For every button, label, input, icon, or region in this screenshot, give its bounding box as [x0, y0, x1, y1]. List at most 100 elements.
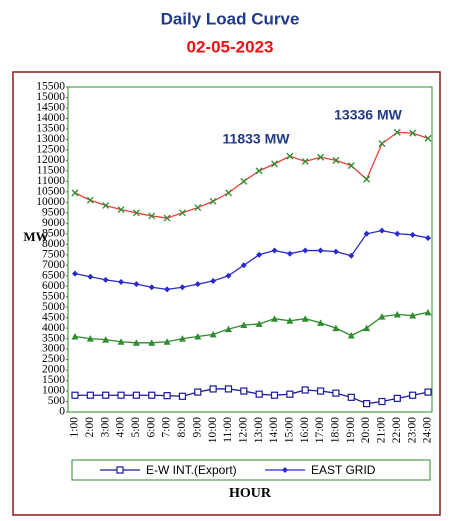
- y-tick-label: 3500: [42, 332, 65, 344]
- y-tick-label: 5500: [42, 290, 65, 302]
- legend-label: E-W INT.(Export): [146, 463, 237, 477]
- marker: [424, 388, 432, 396]
- y-axis-label: MW: [23, 229, 48, 244]
- y-tick-label: 4500: [42, 311, 65, 323]
- chart-title: Daily Load Curve: [161, 9, 300, 28]
- y-tick-label: 11500: [37, 165, 66, 177]
- x-tick-label: 11:00: [222, 417, 234, 443]
- y-tick-label: 8500: [42, 227, 65, 239]
- marker: [301, 315, 309, 322]
- legend: [71, 459, 431, 481]
- marker: [271, 160, 278, 168]
- marker: [378, 397, 386, 406]
- marker: [270, 391, 279, 399]
- y-tick-label: 11000: [37, 175, 66, 187]
- y-tick-label: 2500: [42, 353, 65, 365]
- marker: [425, 234, 431, 241]
- marker: [363, 400, 371, 408]
- marker: [148, 339, 156, 346]
- marker: [424, 134, 432, 142]
- marker: [178, 209, 186, 217]
- y-tick-label: 12000: [36, 154, 65, 166]
- marker: [271, 247, 278, 254]
- x-tick-label: 3:00: [99, 417, 111, 438]
- marker: [210, 277, 217, 284]
- marker: [72, 270, 78, 277]
- y-tick-label: 7500: [42, 248, 65, 260]
- marker: [71, 391, 79, 399]
- marker: [301, 386, 309, 394]
- y-tick-label: 500: [48, 395, 66, 407]
- marker: [71, 333, 79, 340]
- y-tick-label: 15000: [36, 91, 65, 103]
- y-tick-label: 12500: [36, 144, 65, 156]
- x-tick-label: 10:00: [207, 417, 219, 443]
- marker: [225, 189, 232, 197]
- marker: [317, 247, 324, 254]
- x-tick-label: 6:00: [145, 417, 157, 438]
- marker: [132, 209, 140, 217]
- marker: [178, 392, 187, 400]
- marker: [240, 262, 247, 269]
- marker: [317, 153, 325, 161]
- y-tick-label: 6500: [42, 269, 65, 281]
- marker: [424, 308, 432, 316]
- marker: [332, 248, 339, 255]
- legend-marker: [116, 466, 124, 474]
- series-line: [75, 388, 429, 405]
- marker: [71, 189, 79, 197]
- marker: [224, 385, 233, 393]
- x-tick-label: 8:00: [176, 417, 188, 438]
- outer-frame: [12, 71, 441, 516]
- y-tick-label: 10000: [36, 196, 65, 208]
- marker: [225, 272, 232, 279]
- y-tick-label: 2000: [42, 364, 65, 376]
- x-tick-label: 14:00: [268, 417, 280, 443]
- marker: [286, 390, 294, 398]
- series-line: [74, 229, 429, 290]
- marker: [86, 391, 94, 399]
- series-line: [74, 131, 429, 219]
- marker: [286, 152, 294, 160]
- marker: [348, 252, 355, 259]
- legend-marker: [282, 467, 288, 473]
- x-tick-label: 22:00: [391, 417, 403, 443]
- marker: [224, 325, 232, 333]
- y-tick-label: 3000: [42, 343, 65, 355]
- marker: [316, 387, 325, 395]
- marker: [164, 286, 171, 293]
- y-tick-label: 13500: [36, 123, 65, 135]
- marker: [332, 156, 340, 164]
- marker: [409, 129, 417, 137]
- x-tick-label: 24:00: [422, 417, 434, 443]
- y-tick-label: 10500: [36, 185, 65, 197]
- marker: [133, 281, 140, 288]
- marker: [148, 212, 156, 220]
- x-tick-label: 5:00: [130, 417, 142, 438]
- marker: [148, 391, 156, 399]
- marker: [117, 391, 125, 399]
- marker: [363, 175, 371, 183]
- marker: [163, 214, 171, 222]
- marker: [132, 391, 140, 399]
- marker: [393, 311, 401, 318]
- y-tick-label: 9500: [42, 206, 65, 218]
- x-tick-label: 23:00: [406, 417, 418, 443]
- x-tick-label: 2:00: [84, 417, 96, 438]
- x-tick-label: 15:00: [284, 417, 296, 443]
- marker: [255, 320, 263, 327]
- marker: [209, 330, 217, 338]
- marker: [194, 281, 201, 288]
- marker: [256, 251, 263, 258]
- marker: [194, 388, 202, 396]
- y-tick-label: 1000: [42, 385, 65, 397]
- marker: [86, 196, 94, 204]
- plot-frame: [67, 86, 433, 413]
- annotation: 13336 MW: [334, 107, 402, 123]
- marker: [209, 197, 217, 205]
- marker: [132, 339, 140, 346]
- annotation: 11833 MW: [223, 131, 291, 147]
- x-tick-label: 19:00: [345, 417, 357, 443]
- marker: [378, 227, 385, 234]
- marker: [378, 313, 386, 320]
